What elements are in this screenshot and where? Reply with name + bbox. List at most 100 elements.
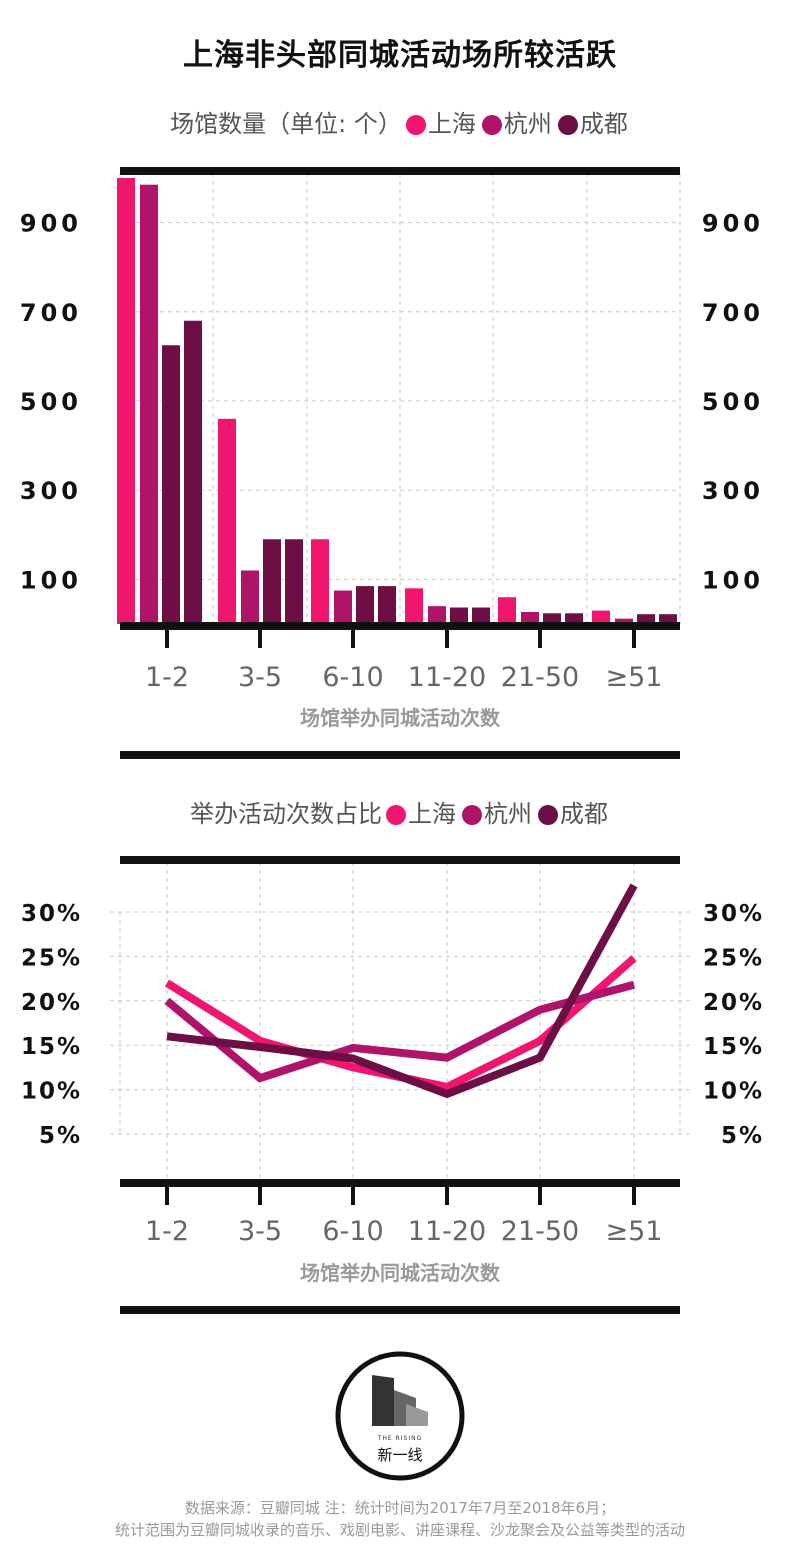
bar-chart-legend: 场馆数量（单位: 个） 上海 杭州 成都 — [0, 104, 800, 139]
line-ytick-left-5: 30% — [21, 901, 82, 927]
bar-ytick-right-1: 300 — [702, 477, 764, 505]
bar-xtick-label-2: 6-10 — [322, 662, 383, 693]
line-xtick-label-1: 3-5 — [238, 1216, 282, 1247]
line-xtick-label-0: 1-2 — [145, 1216, 189, 1247]
bar-3-1 — [285, 539, 303, 624]
legend-label-shanghai: 上海 — [427, 110, 476, 138]
bar-xtick-label-1: 3-5 — [238, 662, 282, 693]
line-series-2 — [166, 883, 638, 1099]
bar-1-4 — [521, 611, 539, 624]
bar-xtick-mark-5 — [632, 624, 636, 648]
bar-1-3 — [428, 606, 446, 624]
legend-dot-shanghai — [405, 115, 426, 135]
line-chart-legend: 举办活动次数占比 上海 杭州 成都 — [0, 794, 800, 829]
bar-3-4 — [565, 613, 583, 624]
bar-2-3 — [450, 607, 468, 624]
bar-xaxis-label: 场馆举办同城活动次数 — [300, 706, 501, 730]
bar-0-1 — [218, 418, 236, 624]
line-ytick-right-4: 25% — [703, 945, 764, 971]
bar-ytick-left-0: 100 — [20, 566, 82, 594]
bar-2-1 — [263, 539, 281, 624]
bar-bottom-rule — [120, 751, 680, 759]
bar-0-2 — [311, 539, 329, 624]
legend-label-hangzhou: 杭州 — [503, 110, 552, 138]
bar-ytick-right-4: 900 — [702, 210, 764, 238]
line-ytick-right-1: 10% — [703, 1079, 764, 1105]
bar-0-0 — [117, 178, 135, 624]
line-xaxis-label: 场馆举办同城活动次数 — [300, 1261, 501, 1285]
bar-1-1 — [241, 570, 259, 624]
bar-xtick-mark-4 — [538, 624, 542, 648]
footer-source: 数据来源：豆瓣同城 注：统计时间为2017年7月至2018年6月； — [184, 1499, 616, 1517]
line-xtick-label-5: ≥51 — [606, 1216, 663, 1247]
legend-dot-shanghai-2 — [386, 805, 406, 825]
line-xtick-mark-0 — [165, 1181, 169, 1205]
line-ytick-right-3: 20% — [703, 990, 764, 1016]
bar-3-3 — [472, 607, 490, 624]
line-series-0 — [164, 955, 637, 1092]
bar-3-5 — [659, 614, 677, 624]
bar-xtick-label-4: 21-50 — [501, 662, 579, 693]
line-ytick-right-2: 15% — [703, 1034, 764, 1060]
line-ytick-right-0: 5% — [721, 1123, 764, 1149]
footer-scope: 统计范围为豆瓣同城收录的音乐、戏剧电影、讲座课程、沙龙聚会及公益等类型的活动 — [114, 1521, 685, 1539]
logo-tagline: THE RISING — [377, 1435, 423, 1442]
bar-xtick-mark-3 — [445, 624, 449, 648]
bar-3-0 — [184, 320, 202, 624]
logo: THE RISING 新一线 — [335, 1351, 465, 1481]
page-title: 上海非头部同城活动场所较活跃 — [183, 38, 617, 73]
legend-dot-chengdu-2 — [538, 805, 558, 825]
legend-dot-hangzhou-2 — [462, 805, 482, 825]
bar-top-border — [120, 167, 680, 175]
bar-ytick-left-3: 700 — [20, 299, 82, 327]
legend-dot-chengdu — [557, 115, 578, 135]
footer: 数据来源：豆瓣同城 注：统计时间为2017年7月至2018年6月； 统计范围为豆… — [0, 1497, 800, 1541]
line-ytick-left-1: 10% — [21, 1079, 82, 1105]
line-ytick-left-3: 20% — [21, 990, 82, 1016]
line-baseline — [120, 1179, 680, 1187]
legend-dot-hangzhou — [481, 115, 502, 135]
bar-0-4 — [498, 597, 516, 624]
logo-name: 新一线 — [377, 1446, 422, 1464]
bar-ytick-left-4: 900 — [20, 210, 82, 238]
logo-block-1-icon — [372, 1375, 394, 1426]
line-xtick-label-4: 21-50 — [501, 1216, 579, 1247]
bar-2-2 — [356, 586, 374, 624]
logo-block-3-icon — [406, 1404, 428, 1426]
bar-ytick-right-3: 700 — [702, 299, 764, 327]
line-xtick-mark-4 — [538, 1181, 542, 1205]
line-series-1 — [164, 980, 636, 1083]
bar-xtick-label-5: ≥51 — [606, 662, 663, 693]
legend-label-chengdu-2: 成都 — [560, 800, 608, 828]
line-ytick-left-4: 25% — [21, 945, 82, 971]
bar-xtick-label-3: 11-20 — [408, 662, 486, 693]
line-chart-legend-title: 举办活动次数占比 — [190, 800, 382, 828]
bar-2-0 — [162, 345, 180, 624]
bar-chart-legend-title: 场馆数量（单位: 个） — [170, 110, 402, 138]
line-ytick-left-0: 5% — [39, 1123, 82, 1149]
bar-ytick-right-0: 100 — [702, 566, 764, 594]
bar-2-5 — [637, 614, 655, 624]
line-xtick-mark-1 — [258, 1181, 262, 1205]
bar-ytick-left-1: 300 — [20, 477, 82, 505]
bar-xtick-mark-0 — [165, 624, 169, 648]
line-xtick-label-2: 6-10 — [322, 1216, 383, 1247]
bar-ytick-left-2: 500 — [20, 388, 82, 416]
line-ytick-left-2: 15% — [21, 1034, 82, 1060]
line-xtick-mark-2 — [351, 1181, 355, 1205]
line-xtick-mark-5 — [632, 1181, 636, 1205]
bar-0-3 — [405, 588, 423, 624]
bar-xtick-mark-2 — [351, 624, 355, 648]
bar-3-2 — [378, 586, 396, 624]
bar-baseline — [120, 622, 680, 630]
bar-xtick-mark-1 — [258, 624, 262, 648]
bar-2-4 — [543, 613, 561, 624]
bar-0-5 — [592, 610, 610, 624]
line-xtick-label-3: 11-20 — [408, 1216, 486, 1247]
line-xtick-mark-3 — [445, 1181, 449, 1205]
bar-1-0 — [140, 184, 158, 624]
legend-label-chengdu: 成都 — [579, 110, 628, 138]
line-bottom-rule — [120, 1306, 680, 1314]
line-ytick-right-5: 30% — [703, 901, 764, 927]
